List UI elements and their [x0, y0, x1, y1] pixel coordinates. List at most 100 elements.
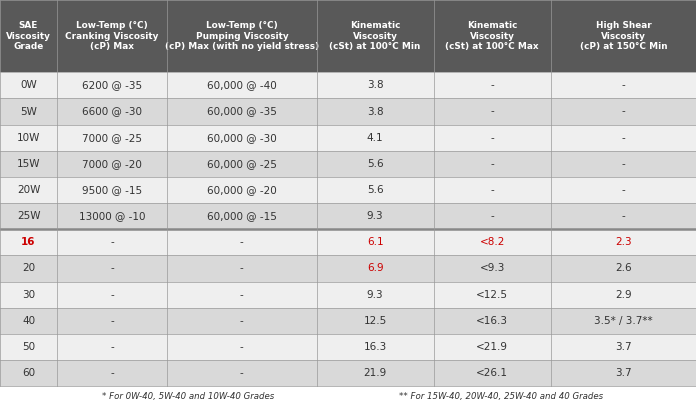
Text: 13000 @ -10: 13000 @ -10: [79, 211, 145, 221]
Text: 5.6: 5.6: [367, 185, 383, 195]
Text: -: -: [490, 81, 494, 90]
Bar: [551, 0, 696, 72]
Bar: [317, 282, 434, 308]
Text: 20W: 20W: [17, 185, 40, 195]
Text: -: -: [490, 107, 494, 116]
Text: 3.7: 3.7: [615, 368, 632, 378]
Text: 9500 @ -15: 9500 @ -15: [82, 185, 142, 195]
Text: -: -: [490, 185, 494, 195]
Bar: [57, 282, 167, 308]
Bar: [57, 203, 167, 229]
Bar: [317, 98, 434, 125]
Bar: [0, 151, 57, 177]
Text: 6600 @ -30: 6600 @ -30: [82, 107, 142, 116]
Text: <9.3: <9.3: [480, 263, 505, 273]
Text: SAE
Viscosity
Grade: SAE Viscosity Grade: [6, 21, 51, 51]
Text: 2.9: 2.9: [615, 290, 632, 299]
Bar: [57, 308, 167, 334]
Bar: [0, 282, 57, 308]
Text: 5.6: 5.6: [367, 159, 383, 169]
Text: 3.7: 3.7: [615, 342, 632, 352]
Text: -: -: [110, 237, 114, 247]
Text: -: -: [240, 263, 244, 273]
Bar: [317, 308, 434, 334]
Bar: [551, 125, 696, 151]
Text: 9.3: 9.3: [367, 211, 383, 221]
Bar: [434, 125, 551, 151]
Bar: [434, 98, 551, 125]
Text: -: -: [110, 290, 114, 299]
Bar: [167, 229, 317, 255]
Bar: [434, 72, 551, 98]
Text: 60,000 @ -25: 60,000 @ -25: [207, 159, 277, 169]
Text: -: -: [622, 81, 626, 90]
Bar: [57, 255, 167, 282]
Bar: [551, 282, 696, 308]
Bar: [551, 203, 696, 229]
Bar: [317, 255, 434, 282]
Bar: [57, 229, 167, 255]
Bar: [167, 308, 317, 334]
Bar: [0, 125, 57, 151]
Text: -: -: [240, 316, 244, 326]
Bar: [57, 360, 167, 386]
Bar: [551, 98, 696, 125]
Text: 16: 16: [22, 237, 35, 247]
Bar: [0, 98, 57, 125]
Text: <26.1: <26.1: [476, 368, 508, 378]
Text: Kinematic
Viscosity
(cSt) at 100°C Max: Kinematic Viscosity (cSt) at 100°C Max: [445, 21, 539, 51]
Bar: [434, 282, 551, 308]
Bar: [317, 72, 434, 98]
Bar: [317, 177, 434, 203]
Text: * For 0W-40, 5W-40 and 10W-40 Grades: * For 0W-40, 5W-40 and 10W-40 Grades: [102, 392, 274, 401]
Text: 9.3: 9.3: [367, 290, 383, 299]
Bar: [0, 334, 57, 360]
Text: 3.8: 3.8: [367, 107, 383, 116]
Bar: [0, 308, 57, 334]
Bar: [0, 203, 57, 229]
Text: 6.9: 6.9: [367, 263, 383, 273]
Bar: [434, 0, 551, 72]
Bar: [317, 203, 434, 229]
Text: 3.5* / 3.7**: 3.5* / 3.7**: [594, 316, 653, 326]
Bar: [551, 72, 696, 98]
Text: Kinematic
Viscosity
(cSt) at 100°C Min: Kinematic Viscosity (cSt) at 100°C Min: [329, 21, 421, 51]
Text: 60: 60: [22, 368, 35, 378]
Text: 16.3: 16.3: [363, 342, 387, 352]
Bar: [317, 151, 434, 177]
Text: 5W: 5W: [20, 107, 37, 116]
Text: -: -: [240, 237, 244, 247]
Text: High Shear
Viscosity
(cP) at 150°C Min: High Shear Viscosity (cP) at 150°C Min: [580, 21, 667, 51]
Text: 30: 30: [22, 290, 35, 299]
Bar: [57, 334, 167, 360]
Text: -: -: [110, 368, 114, 378]
Text: -: -: [240, 342, 244, 352]
Text: -: -: [490, 133, 494, 142]
Bar: [57, 72, 167, 98]
Text: -: -: [240, 290, 244, 299]
Text: 6.1: 6.1: [367, 237, 383, 247]
Text: 50: 50: [22, 342, 35, 352]
Bar: [434, 177, 551, 203]
Text: -: -: [622, 107, 626, 116]
Bar: [434, 229, 551, 255]
Text: 25W: 25W: [17, 211, 40, 221]
Text: ** For 15W-40, 20W-40, 25W-40 and 40 Grades: ** For 15W-40, 20W-40, 25W-40 and 40 Gra…: [399, 392, 603, 401]
Bar: [167, 334, 317, 360]
Text: 60,000 @ -15: 60,000 @ -15: [207, 211, 277, 221]
Text: -: -: [240, 368, 244, 378]
Text: 0W: 0W: [20, 81, 37, 90]
Bar: [57, 125, 167, 151]
Bar: [317, 360, 434, 386]
Bar: [0, 177, 57, 203]
Text: <12.5: <12.5: [476, 290, 508, 299]
Text: 12.5: 12.5: [363, 316, 387, 326]
Bar: [167, 125, 317, 151]
Text: 4.1: 4.1: [367, 133, 383, 142]
Bar: [317, 125, 434, 151]
Bar: [167, 255, 317, 282]
Bar: [0, 72, 57, 98]
Text: 60,000 @ -35: 60,000 @ -35: [207, 107, 277, 116]
Bar: [0, 0, 57, 72]
Text: 2.3: 2.3: [615, 237, 632, 247]
